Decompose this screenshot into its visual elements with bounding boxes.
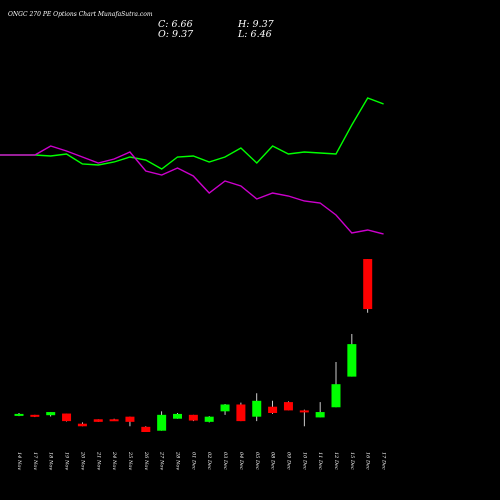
x-axis: 14 Nov 17 Nov 18 Nov 19 Nov 20 Nov 21 Nov 24 N… [16, 451, 387, 470]
x-tick-label: 26 Nov [143, 451, 149, 470]
x-tick-label: 28 Nov [175, 451, 181, 470]
x-tick-label: 10 Dec [301, 452, 307, 470]
x-tick-label: 19 Nov [64, 452, 70, 470]
candle-body [46, 412, 56, 416]
candle-body [141, 426, 151, 432]
x-tick-label: 17 Nov [32, 452, 38, 470]
x-tick-label: 18 Nov [48, 452, 54, 470]
candle-body [93, 419, 103, 422]
x-tick-label: 27 Nov [159, 451, 165, 470]
candle-body [299, 410, 309, 413]
x-tick-label: 01 Dec [190, 452, 196, 470]
x-tick-label: 05 Dec [254, 452, 260, 470]
overlay-line-2 [0, 145, 384, 235]
candle-body [331, 384, 341, 408]
candle-body [30, 414, 40, 417]
candle-body [125, 416, 135, 422]
candle-body [77, 423, 87, 427]
low-readout: L: 6.46 [237, 29, 272, 40]
x-tick-label: 16 Dec [365, 452, 371, 470]
candle-body [62, 413, 72, 422]
candle-body [252, 400, 262, 417]
x-tick-label: 21 Nov [95, 451, 101, 470]
x-tick-label: 03 Dec [222, 452, 228, 470]
candle-body [188, 414, 198, 421]
x-tick-label: 12 Dec [333, 452, 339, 470]
x-tick-label: 20 Nov [79, 451, 85, 470]
candle-body [14, 413, 24, 416]
x-tick-label: 25 Nov [127, 451, 133, 470]
candle-body [204, 416, 214, 422]
x-tick-label: 11 Dec [317, 452, 323, 470]
candles [14, 259, 373, 432]
x-tick-label: 08 Dec [270, 452, 276, 470]
candle-body [157, 414, 167, 431]
x-tick-label: 24 Nov [111, 451, 117, 470]
x-tick-label: 15 Dec [349, 452, 355, 470]
overlay-lines [0, 97, 384, 235]
x-tick-label: 17 Dec [381, 452, 387, 470]
high-readout: H: 9.37 [237, 19, 275, 30]
x-tick-label: 04 Dec [238, 452, 244, 470]
candle-body [173, 413, 182, 419]
candle-body [109, 419, 119, 422]
chart-title: ONGC 270 PE Options Chart MunafaSutra.co… [8, 11, 153, 18]
x-tick-label: 14 Nov [16, 452, 22, 470]
close-readout: C: 6.66 [158, 19, 193, 30]
candle-body [315, 412, 325, 418]
x-tick-label: 09 Dec [285, 452, 291, 470]
candle-body [236, 404, 246, 422]
open-readout: O: 9.37 [158, 29, 194, 40]
x-tick-label: 02 Dec [206, 452, 212, 470]
overlay-line-1 [0, 97, 384, 170]
candle-body [283, 402, 293, 411]
candle-body [363, 259, 373, 310]
candle-body [220, 404, 230, 412]
candle-body [347, 344, 357, 377]
candle-body [268, 406, 278, 413]
